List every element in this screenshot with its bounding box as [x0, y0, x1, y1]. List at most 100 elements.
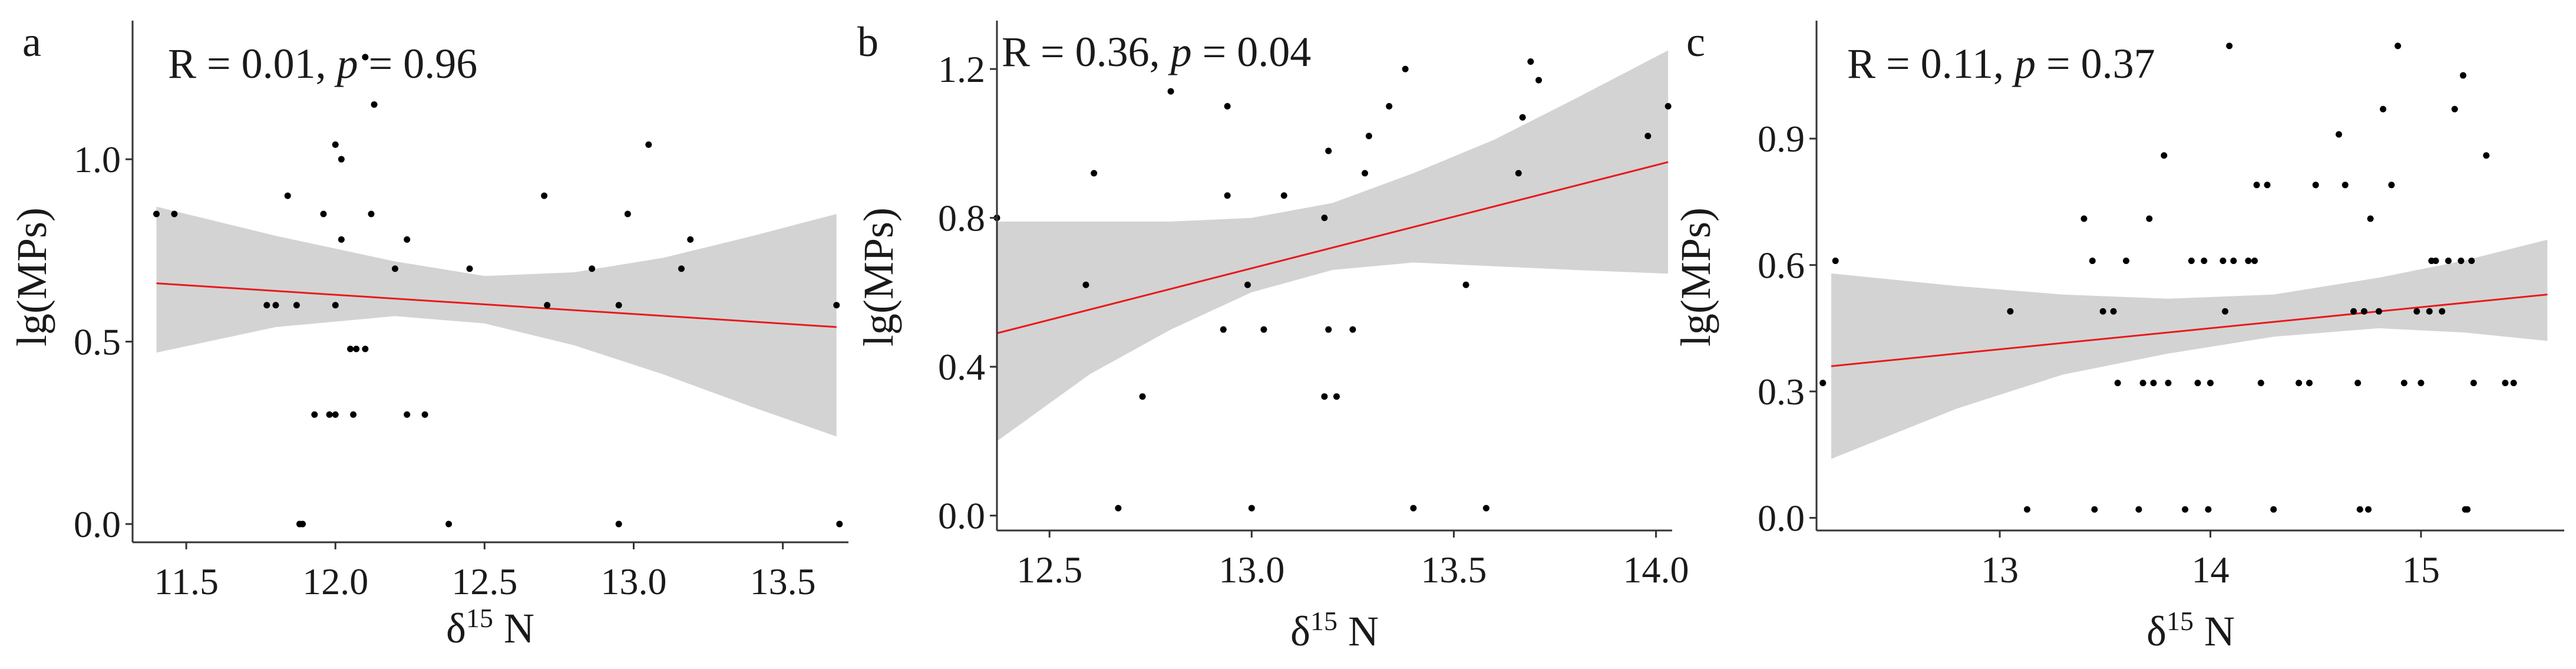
data-point — [1410, 505, 1417, 512]
data-point — [2205, 506, 2212, 513]
regression-line — [156, 282, 837, 328]
data-point — [2270, 506, 2277, 513]
data-point — [2356, 506, 2363, 513]
data-point — [171, 210, 178, 217]
data-point — [1402, 65, 1409, 72]
x-axis-label-superscript: 15 — [1310, 606, 1337, 636]
panel-letter: b — [857, 18, 879, 65]
regression-line — [1831, 294, 2548, 367]
confidence-band — [997, 50, 1669, 441]
data-point — [2375, 308, 2382, 315]
x-tick-label: 13.5 — [1421, 549, 1487, 591]
data-point — [2367, 215, 2374, 222]
data-point — [347, 345, 354, 352]
y-tick-label: 0.8 — [938, 197, 985, 239]
data-point — [2360, 308, 2367, 315]
data-point — [1167, 88, 1174, 95]
data-point — [2354, 380, 2362, 387]
x-tick-label: 14.0 — [1623, 549, 1689, 591]
stat-annotation: R = 0.11, p = 0.37 — [1847, 40, 2155, 87]
regression-line — [996, 161, 1669, 334]
data-point — [2188, 257, 2195, 264]
data-point — [2194, 380, 2201, 387]
y-tick-label: 0.4 — [938, 346, 985, 388]
data-point — [1091, 170, 1098, 177]
x-axis-label-superscript: 15 — [466, 603, 493, 633]
data-point — [1665, 103, 1672, 110]
data-point — [2312, 182, 2319, 189]
data-point — [1248, 505, 1255, 512]
data-point — [2226, 42, 2233, 50]
x-axis-label: δ15 N — [2146, 606, 2235, 655]
data-point — [1519, 114, 1526, 121]
data-point — [320, 210, 327, 217]
data-point — [2207, 380, 2214, 387]
data-point — [2413, 308, 2420, 315]
data-point — [371, 101, 378, 108]
data-point — [1224, 103, 1231, 110]
x-axis-label-rest: N — [1337, 608, 1379, 655]
data-point — [2007, 308, 2014, 315]
confidence-band — [1831, 239, 2548, 459]
x-axis-label-base: δ — [1290, 608, 1310, 655]
data-point — [1535, 77, 1543, 84]
y-tick-label: 0.0 — [74, 503, 121, 545]
data-point — [368, 210, 375, 217]
data-point — [1321, 215, 1328, 222]
x-tick-label: 11.5 — [154, 561, 219, 602]
x-tick-label: 13.0 — [601, 561, 667, 602]
data-point — [362, 345, 369, 352]
data-point — [2459, 72, 2466, 79]
x-tick-label: 14 — [2191, 549, 2229, 591]
data-point — [544, 302, 551, 309]
x-tick-label: 15 — [2402, 549, 2440, 591]
data-point — [1333, 393, 1340, 400]
data-point — [2426, 308, 2433, 315]
x-axis-label-rest: N — [493, 605, 534, 652]
data-point — [2110, 308, 2117, 315]
data-point — [1365, 133, 1372, 140]
data-point — [332, 411, 339, 418]
x-axis-label: δ15 N — [1290, 606, 1379, 655]
stat-p-value: = 0.96 — [358, 40, 478, 87]
data-point — [1819, 380, 1827, 387]
x-tick-label: 12.0 — [302, 561, 368, 602]
data-point — [615, 302, 622, 309]
data-point — [645, 141, 652, 148]
data-point — [2458, 257, 2465, 264]
data-point — [2150, 380, 2157, 387]
data-point — [1115, 505, 1122, 512]
data-point — [311, 411, 318, 418]
stat-p-label: p — [2012, 40, 2036, 87]
data-point — [678, 265, 685, 272]
panel-a: 11.5 12.0 12.5 13.0 13.5 0.0 0.5 1.0 a R = 0.01, … — [8, 18, 848, 652]
data-point — [353, 345, 360, 352]
data-point — [2510, 380, 2517, 387]
data-point — [2220, 257, 2227, 264]
data-point — [2135, 506, 2142, 513]
stat-annotation: R = 0.36, p = 0.04 — [1002, 28, 1311, 75]
data-point — [2099, 308, 2106, 315]
data-point — [541, 192, 548, 199]
panel-c: 13 14 15 0.0 0.3 0.6 0.9 c R = 0.11, p = 0.37 lg(… — [1672, 18, 2564, 655]
data-point — [1644, 133, 1652, 140]
data-point — [2445, 257, 2452, 264]
data-point — [404, 411, 411, 418]
data-point — [2221, 308, 2228, 315]
data-point — [2502, 380, 2509, 387]
x-axis-label-rest: N — [2194, 608, 2235, 655]
data-point — [2451, 106, 2458, 113]
data-point — [1515, 170, 1522, 177]
stat-r: R = 0.01, — [168, 40, 337, 87]
data-point — [2350, 308, 2357, 315]
data-point — [404, 236, 411, 243]
x-axis-label-base: δ — [446, 605, 466, 652]
data-point — [2395, 42, 2402, 50]
data-point — [2251, 257, 2258, 264]
data-point — [615, 520, 622, 528]
data-point — [293, 302, 300, 309]
data-point — [2230, 257, 2237, 264]
y-tick-label: 0.6 — [1758, 245, 1805, 286]
data-point — [2165, 380, 2172, 387]
data-point — [2341, 182, 2349, 189]
